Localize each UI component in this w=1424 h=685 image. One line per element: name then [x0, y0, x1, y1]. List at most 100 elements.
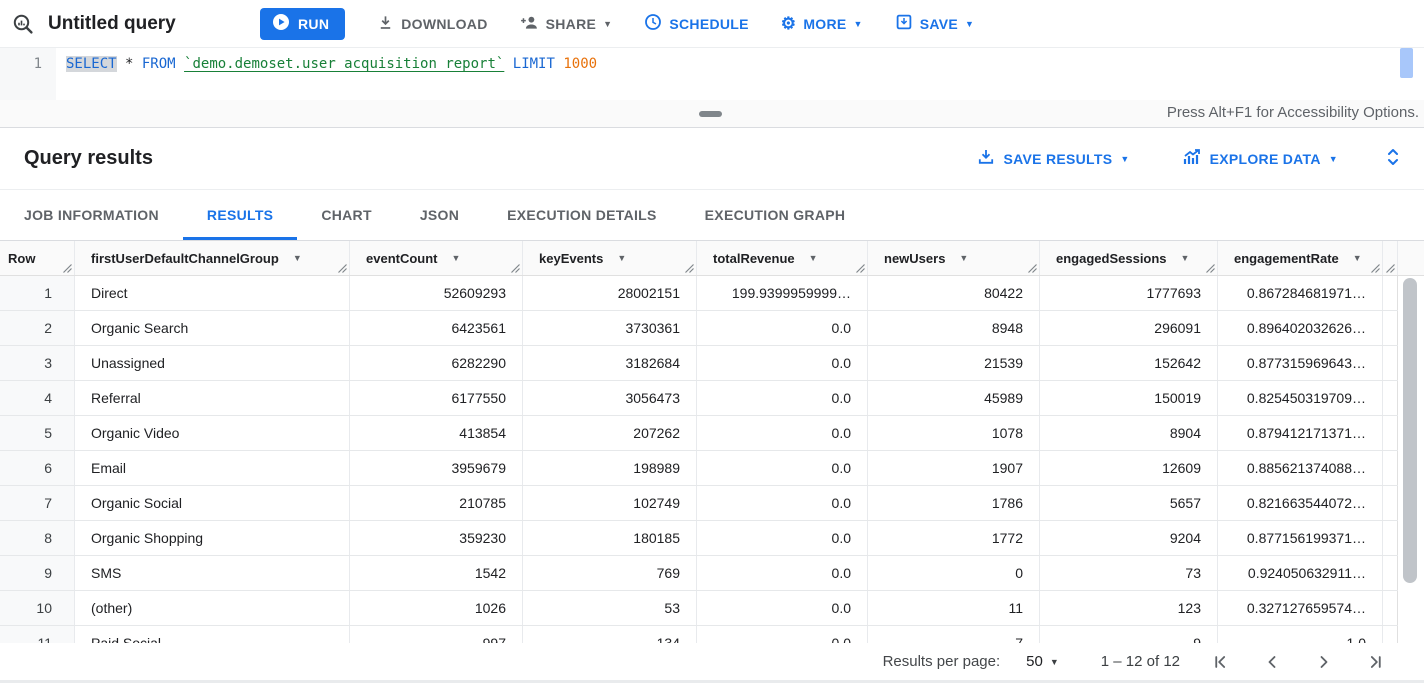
column-resize-handle[interactable]: [338, 264, 347, 273]
cell-overflow: [1383, 626, 1398, 643]
sort-menu-icon[interactable]: ▼: [617, 253, 627, 263]
cell-firstUserDefaultChannelGroup: Email: [75, 451, 350, 485]
column-resize-handle[interactable]: [856, 264, 865, 273]
explore-data-chart-icon: [1182, 148, 1202, 169]
column-resize-handle[interactable]: [1028, 264, 1037, 273]
cell-eventCount: 3959679: [350, 451, 523, 485]
cell-overflow: [1383, 311, 1398, 345]
page-size-select[interactable]: 50 ▼: [1026, 653, 1059, 670]
schedule-button[interactable]: SCHEDULE: [644, 8, 748, 40]
cell-totalRevenue: 0.0: [697, 311, 868, 345]
cell-eventCount: 52609293: [350, 276, 523, 310]
sql-editor[interactable]: 1 SELECT * FROM `demo.demoset.user_acqui…: [0, 48, 1424, 100]
column-resize-handle[interactable]: [1371, 264, 1380, 273]
gear-icon: ⚙: [780, 14, 797, 33]
download-button-label: DOWNLOAD: [401, 15, 488, 32]
table-scrollbar-track[interactable]: [1398, 276, 1424, 643]
tab-chart[interactable]: CHART: [321, 207, 372, 223]
cell-engagedSessions: 73: [1040, 556, 1218, 590]
cell-keyEvents: 134: [523, 626, 697, 643]
editor-scrollbar-thumb[interactable]: [1400, 48, 1413, 78]
column-header-newUsers: newUsers ▼: [868, 241, 1040, 275]
first-page-button[interactable]: [1210, 652, 1230, 672]
tab-job-information[interactable]: JOB INFORMATION: [24, 207, 159, 223]
unfold-icon: [1384, 146, 1402, 171]
column-resize-handle[interactable]: [685, 264, 694, 273]
table-scrollbar-thumb[interactable]: [1403, 278, 1417, 583]
sql-star: *: [116, 56, 142, 72]
cell-newUsers: 1078: [868, 416, 1040, 450]
cell-keyEvents: 28002151: [523, 276, 697, 310]
cell-firstUserDefaultChannelGroup: Direct: [75, 276, 350, 310]
sort-menu-icon[interactable]: ▼: [959, 253, 969, 263]
cell-keyEvents: 198989: [523, 451, 697, 485]
sort-menu-icon[interactable]: ▼: [451, 253, 461, 263]
sort-menu-icon[interactable]: ▼: [808, 253, 818, 263]
sql-keyword-from: FROM: [141, 56, 176, 72]
cell-keyEvents: 3056473: [523, 381, 697, 415]
cell-overflow: [1383, 346, 1398, 380]
cell-eventCount: 1026: [350, 591, 523, 625]
cell-overflow: [1383, 556, 1398, 590]
chevron-down-icon: ▼: [1120, 154, 1130, 164]
save-results-button[interactable]: SAVE RESULTS ▼: [977, 142, 1129, 176]
share-button[interactable]: SHARE ▼: [520, 8, 613, 40]
query-results-title: Query results: [24, 147, 153, 169]
sql-limit-value: 1000: [563, 56, 598, 72]
download-button[interactable]: DOWNLOAD: [377, 8, 487, 40]
tab-execution-graph[interactable]: EXECUTION GRAPH: [704, 207, 846, 223]
next-page-button[interactable]: [1314, 652, 1334, 672]
chevron-down-icon: ▼: [1328, 154, 1338, 164]
table-row: 11 Paid Social 997 134 0.0 7 9 1.0: [0, 626, 1424, 643]
column-resize-handle[interactable]: [63, 264, 72, 273]
splitter-drag-handle[interactable]: [699, 111, 722, 117]
cell-totalRevenue: 0.0: [697, 591, 868, 625]
table-row: 8 Organic Shopping 359230 180185 0.0 177…: [0, 521, 1424, 556]
tab-json[interactable]: JSON: [419, 207, 460, 223]
pagination-bar: Results per page: 50 ▼ 1 – 12 of 12: [0, 643, 1424, 680]
sql-code-line[interactable]: SELECT * FROM `demo.demoset.user_acquisi…: [66, 56, 597, 72]
row-number-cell: 8: [0, 521, 75, 555]
row-number-cell: 2: [0, 311, 75, 345]
cell-engagementRate: 0.879412171371…: [1218, 416, 1383, 450]
column-resize-handle[interactable]: [1386, 264, 1395, 273]
cell-newUsers: 1772: [868, 521, 1040, 555]
expand-panel-button[interactable]: [1384, 146, 1402, 171]
cell-overflow: [1383, 486, 1398, 520]
chevron-down-icon: ▼: [853, 19, 863, 29]
chevron-down-icon: ▼: [1049, 657, 1059, 667]
table-row: 6 Email 3959679 198989 0.0 1907 12609 0.…: [0, 451, 1424, 486]
query-title[interactable]: Untitled query: [48, 12, 176, 34]
column-resize-handle[interactable]: [511, 264, 520, 273]
tab-results[interactable]: RESULTS: [182, 190, 298, 240]
column-label: firstUserDefaultChannelGroup: [91, 250, 279, 266]
cell-firstUserDefaultChannelGroup: Paid Social: [75, 626, 350, 643]
cell-keyEvents: 769: [523, 556, 697, 590]
cell-overflow: [1383, 276, 1398, 310]
column-label: engagedSessions: [1056, 250, 1167, 266]
run-button[interactable]: RUN: [260, 7, 346, 40]
chevron-down-icon: ▼: [603, 19, 613, 29]
cell-engagementRate: 0.877315969643…: [1218, 346, 1383, 380]
cell-keyEvents: 53: [523, 591, 697, 625]
table-header-row: Row firstUserDefaultChannelGroup ▼ event…: [0, 241, 1424, 276]
tab-execution-details[interactable]: EXECUTION DETAILS: [507, 207, 657, 223]
sort-menu-icon[interactable]: ▼: [292, 253, 302, 263]
cell-overflow: [1383, 591, 1398, 625]
cell-newUsers: 8948: [868, 311, 1040, 345]
column-resize-handle[interactable]: [1206, 264, 1215, 273]
sort-menu-icon[interactable]: ▼: [1352, 253, 1362, 263]
last-page-button[interactable]: [1366, 652, 1386, 672]
previous-page-button[interactable]: [1262, 652, 1282, 672]
results-per-page-label: Results per page:: [882, 653, 1001, 670]
cell-firstUserDefaultChannelGroup: Organic Social: [75, 486, 350, 520]
row-number-cell: 5: [0, 416, 75, 450]
explore-data-button[interactable]: EXPLORE DATA ▼: [1182, 142, 1338, 176]
more-button[interactable]: ⚙ MORE ▼: [781, 8, 863, 40]
bottom-scrollbar-strip[interactable]: [0, 680, 1424, 683]
save-button[interactable]: SAVE ▼: [895, 8, 975, 40]
cell-engagedSessions: 123: [1040, 591, 1218, 625]
cell-newUsers: 0: [868, 556, 1040, 590]
sort-menu-icon[interactable]: ▼: [1180, 253, 1190, 263]
sql-table-reference[interactable]: `demo.demoset.user_acquisition_report`: [184, 56, 505, 72]
